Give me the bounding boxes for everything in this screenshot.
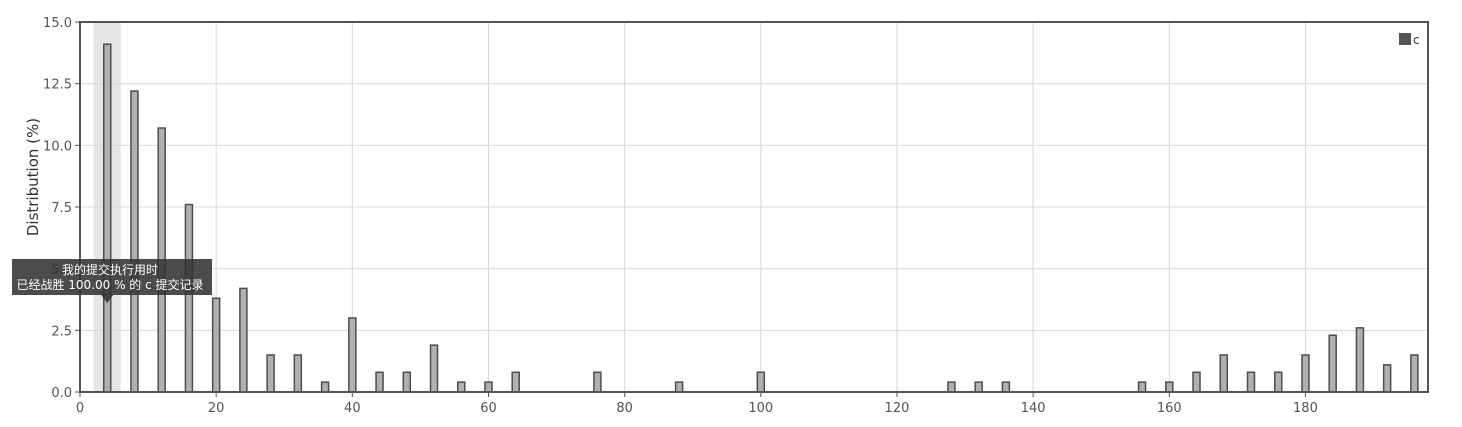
x-tick-label: 60 — [480, 401, 497, 416]
y-tick-label: 15.0 — [43, 16, 72, 31]
bar[interactable] — [947, 381, 956, 393]
bar[interactable] — [375, 371, 384, 393]
y-tick-label: 7.5 — [51, 201, 72, 216]
bar[interactable] — [457, 381, 466, 393]
y-axis-title: Distribution (%) — [24, 118, 42, 236]
bar[interactable] — [1355, 327, 1365, 393]
bar[interactable] — [1382, 364, 1392, 393]
bar[interactable] — [211, 297, 221, 393]
x-tick-label: 80 — [616, 401, 633, 416]
bar[interactable] — [974, 381, 983, 393]
bar[interactable] — [1165, 381, 1174, 393]
tooltip: 我的提交执行用时 已经战胜 100.00 % 的 c 提交记录 — [12, 259, 212, 303]
bar[interactable] — [1137, 381, 1147, 393]
bar[interactable] — [102, 43, 112, 393]
bar[interactable] — [511, 371, 520, 393]
x-tick-label: 100 — [748, 401, 773, 416]
x-tick-label: 140 — [1021, 401, 1046, 416]
x-tick-label: 0 — [76, 401, 84, 416]
tooltip-box — [12, 259, 212, 303]
bar[interactable] — [756, 371, 766, 393]
bar[interactable] — [1328, 334, 1337, 393]
bar[interactable] — [1001, 381, 1011, 393]
bar[interactable] — [593, 371, 602, 393]
bar[interactable] — [348, 317, 357, 393]
bar[interactable] — [266, 354, 275, 393]
bar[interactable] — [239, 287, 248, 393]
y-tick-label: 2.5 — [51, 324, 72, 339]
bar[interactable] — [184, 203, 194, 393]
bar[interactable] — [130, 90, 139, 393]
y-tick-label: 0.0 — [51, 386, 72, 401]
tooltip-line1: 我的提交执行用时 — [62, 262, 158, 277]
x-tick-label: 180 — [1293, 401, 1318, 416]
bar[interactable] — [429, 344, 439, 393]
bar[interactable] — [1273, 371, 1283, 393]
bar[interactable] — [1410, 354, 1419, 393]
legend-swatch[interactable] — [1399, 33, 1411, 45]
legend[interactable]: c — [1399, 33, 1420, 47]
legend-label[interactable]: c — [1413, 33, 1420, 47]
y-tick-label: 10.0 — [43, 139, 72, 154]
x-tick-label: 120 — [885, 401, 910, 416]
bar[interactable] — [1219, 354, 1229, 393]
tooltip-line2: 已经战胜 100.00 % 的 c 提交记录 — [16, 277, 203, 292]
bar[interactable] — [1192, 371, 1201, 393]
x-tick-label: 160 — [1157, 401, 1182, 416]
x-tick-label: 40 — [344, 401, 361, 416]
bar[interactable] — [1301, 354, 1310, 393]
bar[interactable] — [402, 371, 412, 393]
bar[interactable] — [484, 381, 493, 393]
bar[interactable] — [293, 354, 303, 393]
bar[interactable] — [320, 381, 330, 393]
x-tick-label: 20 — [208, 401, 225, 416]
bar[interactable] — [1246, 371, 1256, 393]
bar[interactable] — [674, 381, 684, 393]
y-tick-label: 12.5 — [43, 78, 72, 93]
